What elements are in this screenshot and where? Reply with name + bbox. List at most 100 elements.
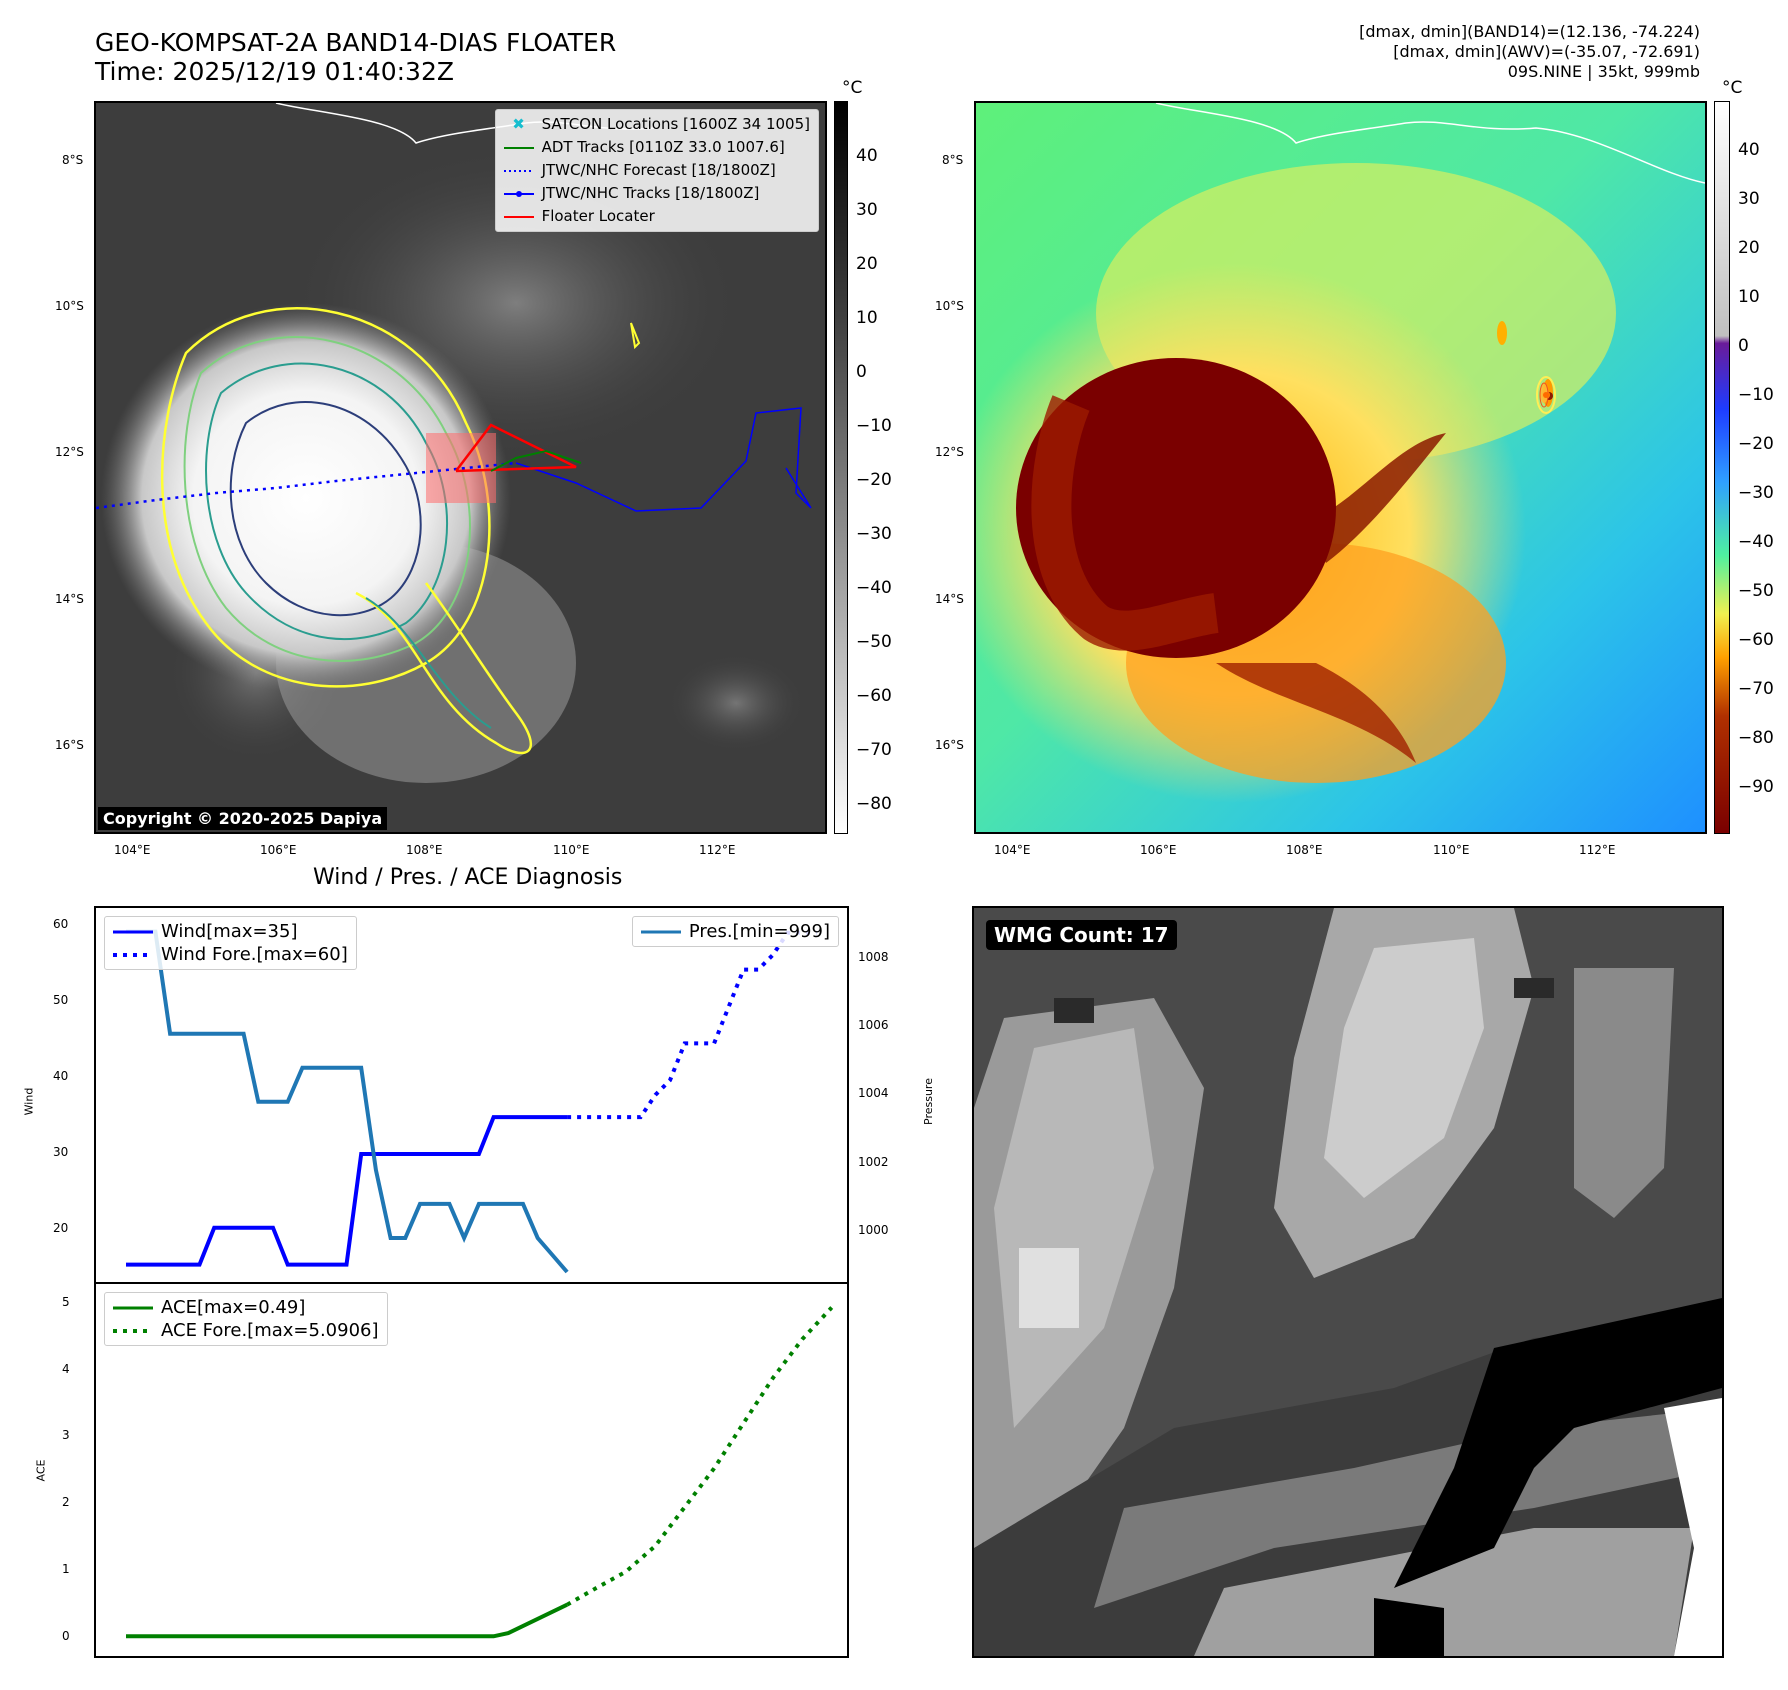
- lat-tick-label: 12°S: [55, 445, 84, 459]
- ace-tick: 0: [62, 1629, 70, 1643]
- enhanced-map-image: [976, 103, 1705, 832]
- lat-tick-label: 16°S: [55, 738, 84, 752]
- ace-plot: [126, 1306, 834, 1639]
- colorbar-tick: −90: [1738, 777, 1774, 797]
- colorbar-tick: −70: [856, 740, 892, 760]
- lon-tick-label: 110°E: [553, 843, 590, 857]
- pressure-legend: Pres.[min=999]: [631, 916, 839, 947]
- lon-tick-label: 110°E: [1433, 843, 1470, 857]
- legend-label: SATCON Locations [1600Z 34 1005]: [541, 115, 810, 133]
- ace-legend: ACE[max=0.49] ACE Fore.[max=5.0906]: [104, 1292, 388, 1346]
- colorbar-tick: −80: [1738, 728, 1774, 748]
- dotted-line-icon: [113, 952, 153, 957]
- legend-label: JTWC/NHC Forecast [18/1800Z]: [541, 161, 776, 179]
- lat-tick-label: 8°S: [62, 153, 84, 167]
- colorbar-tick: 10: [1738, 287, 1760, 307]
- wind-tick: 30: [53, 1145, 69, 1159]
- colorbar-tick: −50: [856, 632, 892, 652]
- legend-label: JTWC/NHC Tracks [18/1800Z]: [541, 184, 760, 202]
- legend-label: ADT Tracks [0110Z 33.0 1007.6]: [541, 138, 785, 156]
- lat-tick-label: 16°S: [935, 738, 964, 752]
- line-dot-icon: [503, 190, 534, 197]
- enh-colorbar: [1714, 101, 1730, 834]
- title-line-1: GEO-KOMPSAT-2A BAND14-DIAS FLOATER: [95, 28, 617, 57]
- colorbar-tick: −30: [1738, 483, 1774, 503]
- lat-tick-label: 14°S: [55, 592, 84, 606]
- legend-item-ace: ACE[max=0.49]: [113, 1296, 379, 1319]
- legend-item-satcon: ✖ SATCON Locations [1600Z 34 1005]: [504, 113, 810, 136]
- lat-tick-label: 12°S: [935, 445, 964, 459]
- pressure-axis-title: Pressure: [921, 1078, 935, 1125]
- wind-tick: 60: [53, 917, 69, 931]
- lon-tick-label: 112°E: [699, 843, 736, 857]
- legend-label: Pres.[min=999]: [688, 921, 830, 942]
- colorbar-tick: −40: [1738, 532, 1774, 552]
- legend-item-adt: ADT Tracks [0110Z 33.0 1007.6]: [503, 136, 810, 159]
- ir-map-panel: ✖ SATCON Locations [1600Z 34 1005] ADT T…: [94, 101, 827, 834]
- legend-item-wind-forecast: Wind Fore.[max=60]: [113, 943, 348, 966]
- lon-tick-label: 108°E: [406, 843, 443, 857]
- colorbar-tick: −40: [856, 578, 892, 598]
- legend-item-pressure: Pres.[min=999]: [640, 920, 830, 943]
- wmg-count-badge: WMG Count: 17: [986, 920, 1177, 950]
- ace-series-line: [126, 1602, 568, 1639]
- enh-colorbar-unit: °C: [1722, 78, 1743, 98]
- line-icon: [640, 930, 681, 933]
- lon-tick-label: 106°E: [1140, 843, 1177, 857]
- lon-tick-label: 106°E: [260, 843, 297, 857]
- ace-tick: 5: [62, 1295, 70, 1309]
- lon-tick-label: 104°E: [114, 843, 151, 857]
- lat-tick-label: 10°S: [55, 299, 84, 313]
- colorbar-tick: −70: [1738, 679, 1774, 699]
- dotted-line-icon: [113, 1328, 153, 1333]
- colorbar-tick: −20: [1738, 434, 1774, 454]
- line-icon: [503, 215, 534, 218]
- info-line-3: 09S.NINE | 35kt, 999mb: [1507, 62, 1700, 81]
- wind-tick: 50: [53, 993, 69, 1007]
- lon-tick-label: 112°E: [1579, 843, 1616, 857]
- legend-item-forecast: JTWC/NHC Forecast [18/1800Z]: [503, 159, 810, 182]
- ace-tick: 3: [62, 1428, 70, 1442]
- colorbar-tick: −80: [856, 794, 892, 814]
- legend-label: ACE Fore.[max=5.0906]: [161, 1320, 379, 1341]
- wmg-panel: WMG Count: 17: [972, 906, 1724, 1658]
- lon-tick-label: 104°E: [994, 843, 1031, 857]
- figure-title: GEO-KOMPSAT-2A BAND14-DIAS FLOATER Time:…: [95, 28, 616, 86]
- colorbar-tick: −10: [856, 416, 892, 436]
- x-marker-icon: ✖: [512, 115, 525, 133]
- ace-tick: 2: [62, 1495, 70, 1509]
- lat-tick-label: 8°S: [942, 153, 964, 167]
- line-icon: [113, 930, 153, 933]
- line-icon: [503, 146, 534, 149]
- pressure-tick: 1004: [858, 1086, 889, 1100]
- legend-label: Wind[max=35]: [161, 921, 298, 942]
- pressure-tick: 1000: [858, 1223, 889, 1237]
- legend-item-tracks: JTWC/NHC Tracks [18/1800Z]: [503, 182, 810, 205]
- ace-tick: 4: [62, 1362, 70, 1376]
- enhanced-map-panel: [974, 101, 1707, 834]
- wmg-image: [974, 908, 1722, 1656]
- colorbar-tick: −30: [856, 524, 892, 544]
- info-line-2: [dmax, dmin](AWV)=(-35.07, -72.691): [1393, 42, 1700, 61]
- ace-tick: 1: [62, 1562, 70, 1576]
- colorbar-tick: −20: [856, 470, 892, 490]
- wind-tick: 40: [53, 1069, 69, 1083]
- legend-item-ace-forecast: ACE Fore.[max=5.0906]: [113, 1319, 379, 1342]
- ir-colorbar-unit: °C: [842, 78, 863, 98]
- info-line-1: [dmax, dmin](BAND14)=(12.136, -74.224): [1359, 22, 1700, 41]
- pressure-tick: 1002: [858, 1155, 889, 1169]
- ace-forecast-series-line: [566, 1306, 834, 1607]
- ir-colorbar: [834, 101, 848, 834]
- title-line-2: Time: 2025/12/19 01:40:32Z: [95, 57, 454, 86]
- ace-panel: ACE[max=0.49] ACE Fore.[max=5.0906]: [94, 1282, 849, 1658]
- colorbar-tick: −60: [1738, 630, 1774, 650]
- pressure-tick: 1006: [858, 1018, 889, 1032]
- legend-item-floater: Floater Locater: [503, 205, 810, 228]
- lat-tick-label: 14°S: [935, 592, 964, 606]
- pressure-series-line: [126, 929, 569, 1274]
- colorbar-tick: 20: [856, 254, 878, 274]
- legend-label: Floater Locater: [541, 207, 655, 225]
- ir-legend: ✖ SATCON Locations [1600Z 34 1005] ADT T…: [494, 109, 819, 232]
- pressure-tick: 1008: [858, 950, 889, 964]
- legend-label: Wind Fore.[max=60]: [161, 944, 348, 965]
